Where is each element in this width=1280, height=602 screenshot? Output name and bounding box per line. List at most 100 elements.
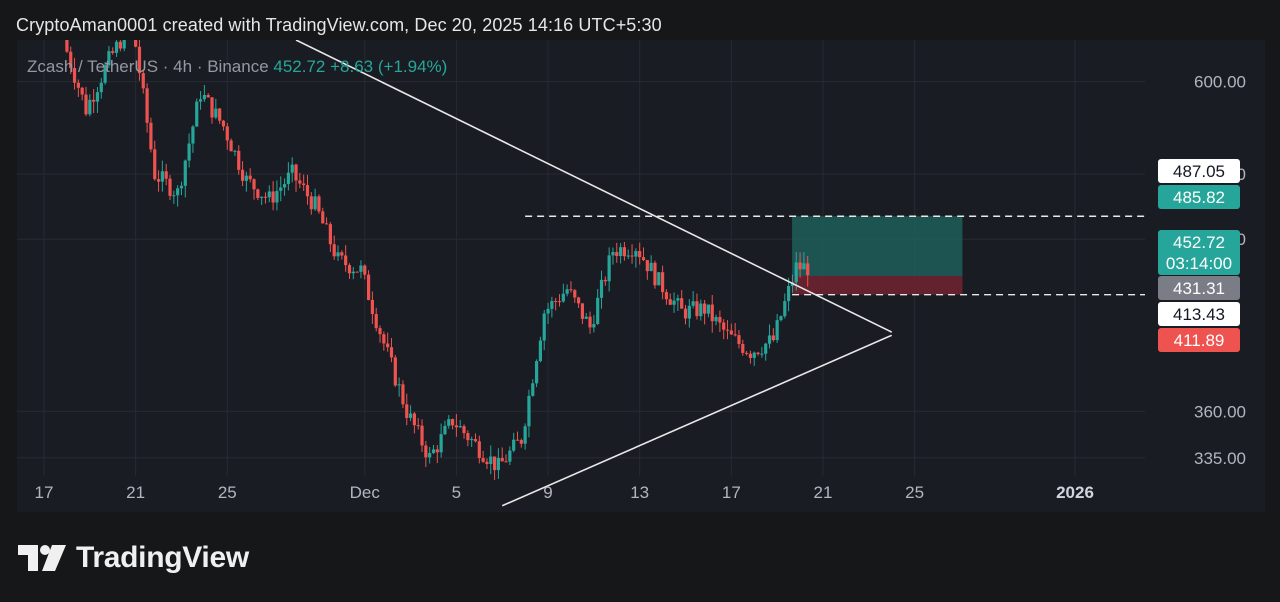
x-tick-label: 13 [630, 483, 649, 502]
candle [584, 316, 588, 319]
candle [676, 298, 680, 301]
x-tick-label: 25 [218, 483, 237, 502]
symbol-change: +8.63 (+1.94%) [330, 57, 448, 76]
x-tick-label: 5 [452, 483, 461, 502]
candle [428, 453, 432, 458]
candle [725, 329, 730, 331]
candle [92, 99, 96, 102]
candle [206, 95, 210, 98]
candle [512, 439, 516, 451]
candle [156, 179, 161, 182]
candle [237, 150, 241, 170]
candle [176, 188, 180, 196]
candle [305, 185, 310, 197]
candle [118, 41, 122, 49]
candle [802, 263, 806, 270]
candle [389, 347, 394, 358]
last-price-tag-bg [1158, 230, 1240, 275]
candle [72, 68, 77, 83]
candle [550, 300, 554, 309]
candle [378, 328, 382, 335]
candle [286, 172, 290, 185]
candle [733, 334, 737, 336]
candle [672, 300, 676, 305]
candle [576, 297, 581, 304]
candle [519, 440, 523, 444]
target-zone [792, 216, 963, 276]
candle [195, 101, 199, 127]
candle [435, 449, 439, 453]
candle [271, 191, 275, 203]
candle [508, 450, 512, 462]
candle [450, 419, 455, 426]
candle [664, 292, 669, 300]
brand-logo: TradingView [18, 538, 249, 578]
candle [622, 247, 627, 257]
candle [649, 262, 653, 272]
candle [69, 51, 73, 69]
y-tick-label: 600.00 [1194, 73, 1246, 92]
position-zones [792, 216, 963, 295]
candle [347, 265, 352, 274]
candle [340, 252, 344, 256]
chart-attribution: CryptoAman0001 created with TradingView.… [16, 15, 662, 35]
legend-sep: / [78, 57, 88, 76]
candle [214, 108, 218, 118]
candle [386, 343, 390, 348]
x-tick-label: 21 [814, 483, 833, 502]
candle [706, 304, 711, 314]
candle [806, 263, 810, 276]
candle [745, 352, 749, 354]
candle [783, 301, 787, 317]
drawings[interactable] [295, 40, 1145, 507]
price-tag-label: 431.31 [1173, 279, 1225, 298]
candle [515, 439, 520, 441]
candle [290, 164, 294, 173]
candle [443, 425, 447, 435]
candle [741, 343, 745, 353]
candle [267, 191, 271, 198]
candle [573, 290, 577, 298]
y-tick-label: 335.00 [1194, 449, 1246, 468]
candle [527, 395, 531, 427]
candle [233, 150, 237, 152]
x-axis[interactable]: 17 21 25 Dec 5 9 13 17 21 25 2026 [35, 483, 1094, 502]
candle [240, 169, 245, 181]
candle [332, 244, 336, 257]
candle [603, 279, 607, 282]
candle [424, 445, 428, 458]
candle [722, 322, 726, 330]
candle [420, 425, 424, 446]
candle [439, 434, 443, 453]
candle [661, 272, 665, 293]
candle [111, 51, 115, 53]
candle [752, 352, 756, 358]
candle [183, 160, 187, 186]
candle [710, 304, 714, 322]
candle [775, 320, 779, 341]
candle [107, 51, 111, 66]
candle [557, 301, 562, 303]
candle [798, 262, 802, 270]
x-tick-label: 21 [126, 483, 145, 502]
candle [630, 255, 634, 257]
x-tick-label: 9 [543, 483, 552, 502]
candle [99, 82, 103, 93]
candle [588, 316, 592, 328]
price-tag-bg [1158, 328, 1240, 352]
symbol-quote: TetherUS [87, 57, 159, 76]
candle [88, 99, 92, 115]
candle [416, 425, 420, 427]
candle [282, 184, 287, 188]
candle [534, 361, 539, 384]
candle [569, 289, 573, 291]
candle [492, 456, 497, 471]
price-tag-label: 485.82 [1173, 188, 1225, 207]
candle [374, 314, 378, 329]
symbol-legend[interactable]: Zcash / TetherUS · 4h · Binance 452.72 +… [27, 57, 447, 77]
symbol-last-price: 452.72 [273, 57, 326, 76]
candle [393, 357, 397, 386]
candle [328, 224, 332, 245]
